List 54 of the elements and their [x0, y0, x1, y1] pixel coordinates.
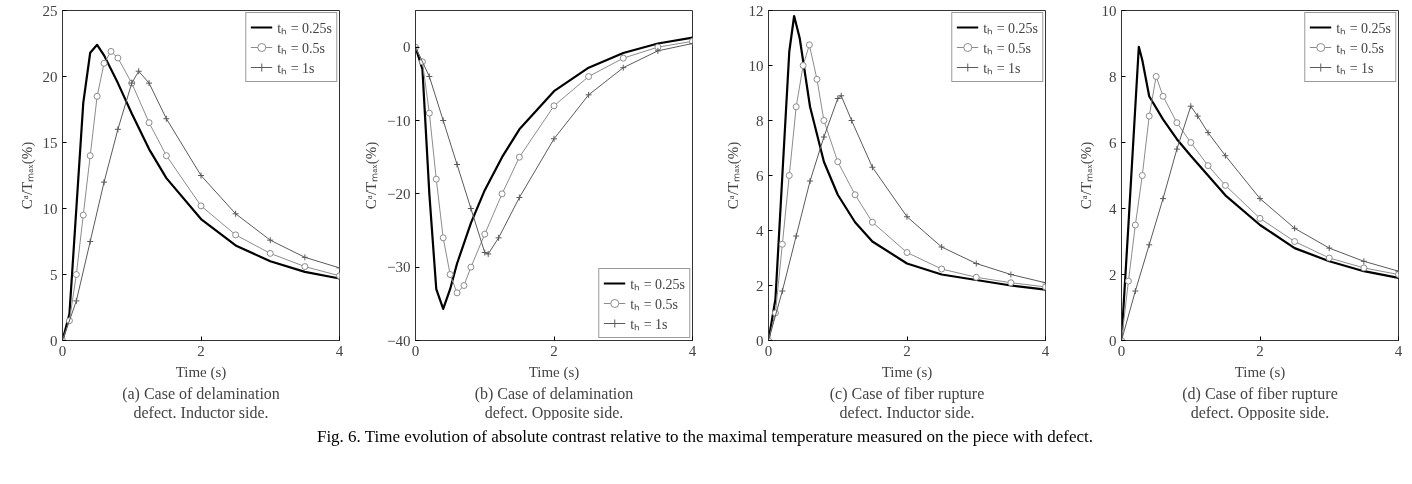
y-tick-label: 6: [756, 167, 764, 184]
legend-label: tₕ = 0.25s: [277, 19, 332, 37]
y-axis-title: Cᵃ/Tₘₐₓ(%): [18, 141, 36, 210]
y-tick-label: 5: [50, 266, 58, 283]
y-axis-title: Cᵃ/Tₘₐₓ(%): [363, 141, 381, 210]
y-tick-label: 10: [42, 200, 58, 217]
y-tick-label: 12: [748, 2, 764, 19]
x-axis-title: Time (s): [881, 363, 933, 381]
legend-label: tₕ = 0.5s: [1336, 39, 1384, 57]
legend-label: tₕ = 1s: [1336, 59, 1374, 77]
caption: Fig. 6. Time evolution of absolute contrast relative to the maximal temperature measured on the piece with defect.: [316, 426, 1094, 448]
legend-label: tₕ = 1s: [983, 59, 1021, 77]
text: (a) Case of delamination defect. Inductor side.: [122, 384, 280, 421]
legend-label: tₕ = 0.25s: [630, 275, 685, 293]
x-tick-label: 2: [197, 342, 205, 359]
y-tick-label: 20: [42, 68, 58, 85]
text: (d) Case of fiber rupture defect. Opposite side.: [1182, 384, 1338, 422]
y-tick-label: 10: [1101, 2, 1117, 19]
y-tick-label: 2: [1109, 266, 1117, 283]
legend-label: tₕ = 0.5s: [277, 39, 325, 57]
legend-label: tₕ = 0.5s: [630, 295, 678, 313]
x-axis-title: Time (s): [1234, 363, 1286, 381]
y-tick-label: −30: [387, 259, 411, 276]
x-axis-title: Time (s): [175, 363, 227, 381]
x-tick-label: 2: [550, 342, 558, 359]
y-tick-label: 10: [748, 57, 764, 74]
legend-label: tₕ = 0.5s: [983, 39, 1031, 57]
y-tick-label: 25: [42, 2, 58, 19]
y-tick-label: 4: [1109, 200, 1117, 217]
text: (b) Case of delamination defect. Opposite side.: [474, 384, 634, 422]
y-axis-title: Cᵃ/Tₘₐₓ(%): [724, 141, 742, 210]
x-tick-label: 2: [1256, 342, 1264, 359]
x-tick-label: 4: [1394, 342, 1403, 359]
y-tick-label: 8: [756, 112, 764, 129]
y-tick-label: −20: [387, 185, 411, 202]
y-axis-title: Cᵃ/Tₘₐₓ(%): [1077, 141, 1095, 210]
y-tick-label: 0: [403, 39, 411, 56]
x-tick-label: 4: [1041, 342, 1050, 359]
x-tick-label: 4: [335, 342, 344, 359]
legend-label: tₕ = 1s: [630, 315, 668, 333]
x-axis-title: Time (s): [528, 363, 580, 381]
y-tick-label: 6: [1109, 134, 1117, 151]
y-tick-label: 4: [756, 222, 764, 239]
y-tick-label: 2: [756, 277, 764, 294]
y-tick-label: −10: [387, 112, 411, 129]
legend-label: tₕ = 1s: [277, 59, 315, 77]
y-tick-label: 15: [42, 134, 58, 151]
text: (c) Case of fiber rupture defect. Inductor side.: [829, 384, 985, 421]
x-tick-label: 2: [903, 342, 911, 359]
legend-label: tₕ = 0.25s: [1336, 19, 1391, 37]
y-tick-label: −40: [387, 332, 411, 349]
legend-label: tₕ = 0.25s: [983, 19, 1038, 37]
x-tick-label: 4: [688, 342, 697, 359]
y-tick-label: 8: [1109, 68, 1117, 85]
